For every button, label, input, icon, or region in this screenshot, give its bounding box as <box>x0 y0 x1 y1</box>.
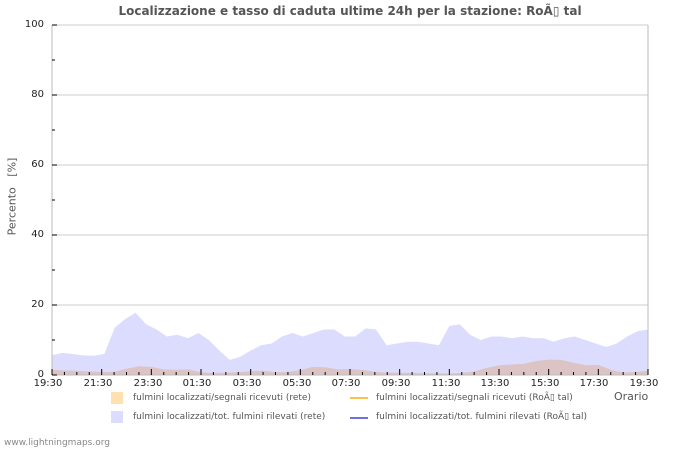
y-tick: 60 <box>31 159 44 170</box>
legend-label-station-total: fulmini localizzati/tot. fulmini rilevat… <box>376 412 588 422</box>
x-tick: 19:30 <box>629 378 659 389</box>
x-tick: 21:30 <box>83 378 113 389</box>
x-tick: 15:30 <box>530 378 560 389</box>
legend-label-network-ratio: fulmini localizzati/segnali ricevuti (re… <box>133 393 311 403</box>
y-tick: 40 <box>31 229 44 240</box>
legend-label-station-ratio: fulmini localizzati/segnali ricevuti (Ro… <box>376 393 573 403</box>
x-tick: 13:30 <box>480 378 510 389</box>
x-tick: 11:30 <box>431 378 461 389</box>
x-tick: 03:30 <box>232 378 262 389</box>
x-tick: 01:30 <box>182 378 212 389</box>
x-tick: 05:30 <box>282 378 312 389</box>
legend-label-network-total: fulmini localizzati/tot. fulmini rilevat… <box>133 412 326 422</box>
gridlines <box>52 24 648 306</box>
y-tick: 80 <box>31 89 44 100</box>
axes <box>51 24 649 376</box>
footer-source: www.lightningmaps.org <box>4 438 110 448</box>
legend-swatch-network-total <box>111 411 123 423</box>
x-tick: 19:30 <box>33 378 63 389</box>
x-tick: 09:30 <box>381 378 411 389</box>
y-tick: 100 <box>24 19 44 30</box>
x-tick: 23:30 <box>133 378 163 389</box>
legend-swatch-station-ratio <box>350 397 368 399</box>
legend-swatch-station-total <box>350 417 368 419</box>
x-axis-title: Orario <box>614 390 649 403</box>
x-tick: 07:30 <box>331 378 361 389</box>
network-total-area <box>52 312 648 375</box>
chart-title: Localizzazione e tasso di caduta ultime … <box>118 4 582 18</box>
y-tick: 20 <box>31 299 44 310</box>
y-tick: 0 <box>37 369 44 380</box>
x-tick: 17:30 <box>579 378 609 389</box>
legend-swatch-network-ratio <box>111 392 123 404</box>
